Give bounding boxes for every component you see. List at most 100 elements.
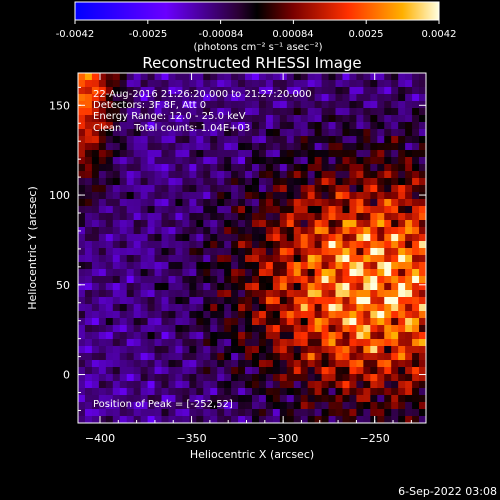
heatmap-cell (147, 185, 155, 193)
heatmap-cell (189, 73, 197, 81)
heatmap-cell (203, 178, 211, 186)
heatmap-cell (307, 129, 316, 137)
heatmap-cell (286, 157, 295, 165)
heatmap-cell (335, 353, 343, 361)
heatmap-cell (133, 360, 142, 368)
heatmap-cell (384, 248, 392, 256)
heatmap-cell (321, 150, 329, 158)
heatmap-cell (328, 416, 336, 423)
heatmap-cell (91, 381, 100, 389)
heatmap-cell (84, 381, 93, 389)
heatmap-cell (126, 164, 135, 172)
heatmap-cell (286, 150, 295, 158)
heatmap-cell (189, 325, 197, 333)
heatmap-cell (391, 283, 399, 291)
heatmap-cell (78, 101, 86, 109)
heatmap-cell (238, 255, 246, 263)
heatmap-cell (321, 318, 329, 326)
heatmap-cell (161, 248, 169, 256)
heatmap-cell (224, 164, 232, 172)
heatmap-cell (154, 297, 162, 305)
heatmap-cell (133, 276, 142, 284)
heatmap-cell (363, 367, 371, 375)
heatmap-cell (231, 199, 239, 207)
heatmap-cell (147, 311, 155, 319)
heatmap-cell (363, 94, 371, 102)
heatmap-cell (328, 262, 336, 270)
heatmap-cell (112, 248, 121, 256)
heatmap-cell (279, 402, 288, 410)
heatmap-cell (300, 73, 309, 81)
heatmap-cell (321, 297, 329, 305)
heatmap-cell (300, 213, 309, 221)
heatmap-cell (78, 234, 86, 242)
heatmap-cell (272, 255, 281, 263)
heatmap-cell (398, 136, 406, 144)
heatmap-cell (182, 283, 190, 291)
heatmap-cell (293, 80, 302, 88)
heatmap-cell (245, 409, 253, 417)
heatmap-cell (147, 234, 155, 242)
heatmap-cell (98, 374, 107, 382)
heatmap-cell (210, 115, 218, 123)
heatmap-cell (231, 395, 239, 403)
heatmap-cell (328, 220, 336, 228)
heatmap-cell (252, 283, 260, 291)
heatmap-cell (314, 220, 322, 228)
heatmap-cell (279, 164, 288, 172)
heatmap-cell (391, 94, 399, 102)
heatmap-cell (84, 416, 93, 423)
heatmap-cell (335, 241, 343, 249)
heatmap-cell (231, 164, 239, 172)
heatmap-cell (182, 318, 190, 326)
heatmap-cell (238, 108, 246, 116)
heatmap-cell (293, 220, 302, 228)
heatmap-cell (349, 87, 357, 95)
heatmap-cell (321, 311, 329, 319)
heatmap-cell (126, 339, 135, 347)
heatmap-cell (279, 290, 288, 298)
heatmap-cell (321, 290, 329, 298)
heatmap-cell (363, 220, 371, 228)
heatmap-cell (370, 353, 378, 361)
heatmap-cell (189, 255, 197, 263)
heatmap-cell (258, 276, 267, 284)
heatmap-cell (182, 339, 190, 347)
heatmap-cell (363, 178, 371, 186)
heatmap-cell (175, 304, 183, 312)
heatmap-cell (272, 325, 281, 333)
heatmap-cell (189, 213, 197, 221)
heatmap-cell (398, 220, 406, 228)
heatmap-cell (175, 150, 183, 158)
heatmap-cell (98, 143, 107, 151)
heatmap-cell (84, 332, 93, 340)
heatmap-cell (370, 269, 378, 277)
heatmap-cell (182, 115, 190, 123)
heatmap-cell (398, 269, 406, 277)
heatmap-cell (370, 213, 378, 221)
heatmap-cell (182, 206, 190, 214)
heatmap-cell (293, 248, 302, 256)
heatmap-cell (91, 283, 100, 291)
heatmap-cell (161, 374, 169, 382)
heatmap-cell (210, 297, 218, 305)
heatmap-cell (252, 346, 260, 354)
heatmap-cell (203, 297, 211, 305)
heatmap-cell (419, 199, 426, 207)
heatmap-cell (196, 255, 204, 263)
heatmap-cell (189, 353, 197, 361)
heatmap-cell (279, 227, 288, 235)
heatmap-cell (154, 332, 162, 340)
heatmap-cell (224, 381, 232, 389)
heatmap-cell (210, 178, 218, 186)
heatmap-cell (140, 367, 148, 375)
heatmap-cell (384, 206, 392, 214)
heatmap-cell (210, 290, 218, 298)
heatmap-cell (105, 276, 114, 284)
heatmap-cell (245, 220, 253, 228)
heatmap-cell (189, 220, 197, 228)
heatmap-cell (377, 304, 385, 312)
heatmap-cell (356, 304, 364, 312)
heatmap-cell (175, 122, 183, 130)
heatmap-cell (363, 269, 371, 277)
